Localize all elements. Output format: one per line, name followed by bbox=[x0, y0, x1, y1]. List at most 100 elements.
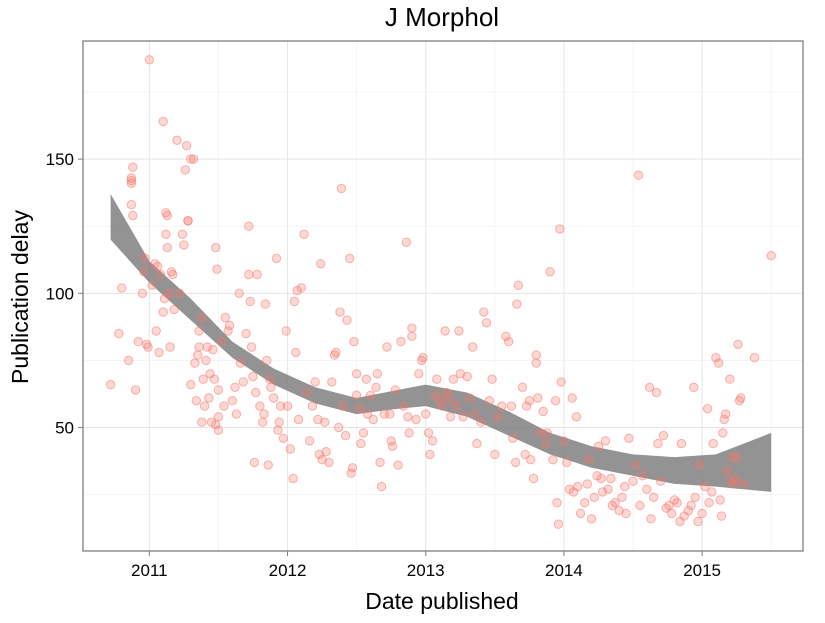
data-point bbox=[162, 243, 173, 253]
data-point bbox=[316, 259, 326, 269]
data-point bbox=[271, 253, 282, 264]
data-point bbox=[154, 347, 164, 358]
data-point bbox=[288, 473, 298, 484]
axes: 2011 2012 2013 2014 2015 50 100 150 bbox=[46, 150, 721, 580]
data-point bbox=[610, 498, 620, 508]
data-point bbox=[166, 267, 177, 277]
data-point bbox=[718, 428, 728, 438]
data-point bbox=[244, 269, 254, 280]
data-point bbox=[633, 170, 644, 180]
data-point bbox=[621, 508, 631, 519]
data-point bbox=[224, 320, 235, 331]
data-point bbox=[139, 267, 149, 277]
data-point bbox=[653, 438, 663, 449]
data-point bbox=[533, 393, 543, 403]
data-point bbox=[307, 401, 318, 411]
x-axis-title: Date published bbox=[365, 588, 518, 614]
data-point bbox=[644, 382, 655, 392]
data-point bbox=[230, 382, 240, 392]
data-point bbox=[607, 500, 617, 511]
data-point bbox=[349, 336, 359, 347]
data-point bbox=[600, 436, 611, 446]
data-point bbox=[201, 355, 211, 366]
data-point bbox=[231, 409, 242, 419]
data-point bbox=[338, 401, 348, 411]
data-point bbox=[646, 514, 656, 524]
data-point bbox=[403, 412, 413, 422]
data-point bbox=[658, 430, 669, 441]
data-point bbox=[620, 481, 630, 492]
data-point bbox=[555, 224, 565, 234]
data-point bbox=[427, 436, 438, 446]
data-point bbox=[285, 444, 295, 454]
data-point bbox=[479, 307, 489, 317]
data-point bbox=[407, 331, 417, 341]
data-point bbox=[548, 455, 558, 465]
data-point bbox=[358, 428, 369, 438]
data-point bbox=[191, 396, 202, 406]
data-point bbox=[476, 417, 486, 427]
data-point bbox=[385, 409, 395, 419]
data-point bbox=[469, 409, 479, 419]
data-point bbox=[603, 484, 613, 494]
data-point bbox=[454, 326, 464, 336]
data-point bbox=[252, 269, 262, 280]
data-point bbox=[683, 506, 693, 516]
data-point bbox=[235, 358, 246, 368]
data-point bbox=[552, 498, 562, 508]
data-point bbox=[141, 339, 152, 349]
data-point bbox=[361, 374, 371, 384]
data-point bbox=[161, 229, 171, 240]
data-point bbox=[434, 396, 445, 406]
data-point bbox=[282, 401, 293, 411]
points-layer bbox=[105, 55, 776, 529]
data-point bbox=[538, 406, 548, 417]
data-point bbox=[177, 229, 188, 240]
data-point bbox=[175, 288, 185, 298]
data-point bbox=[501, 331, 511, 341]
data-point bbox=[638, 471, 648, 481]
data-point bbox=[635, 500, 645, 511]
data-point bbox=[117, 283, 127, 293]
data-point bbox=[216, 336, 226, 347]
data-point bbox=[468, 342, 478, 352]
data-point bbox=[371, 382, 381, 392]
y-tick-label: 50 bbox=[55, 419, 74, 438]
data-point bbox=[220, 312, 231, 323]
data-point bbox=[738, 479, 749, 489]
data-point bbox=[715, 495, 725, 505]
data-point bbox=[161, 208, 171, 218]
data-point bbox=[624, 433, 634, 443]
data-point bbox=[628, 476, 638, 486]
data-point bbox=[181, 141, 192, 151]
data-point bbox=[291, 347, 301, 358]
data-point bbox=[199, 401, 210, 411]
data-point bbox=[197, 312, 207, 323]
data-point bbox=[208, 345, 218, 355]
data-point bbox=[211, 243, 221, 253]
data-point bbox=[614, 506, 624, 516]
data-point bbox=[266, 382, 276, 392]
data-point bbox=[481, 318, 492, 328]
data-point bbox=[158, 116, 168, 127]
data-point bbox=[133, 336, 144, 347]
data-point bbox=[365, 390, 376, 400]
data-point bbox=[327, 377, 337, 387]
data-point bbox=[556, 377, 566, 387]
data-point bbox=[281, 326, 291, 336]
data-point bbox=[186, 154, 196, 164]
data-point bbox=[128, 162, 138, 172]
data-point bbox=[368, 414, 378, 425]
data-point bbox=[150, 259, 160, 269]
data-point bbox=[693, 516, 703, 527]
data-point bbox=[513, 280, 523, 290]
data-point bbox=[694, 460, 705, 470]
data-point bbox=[582, 479, 593, 489]
data-point bbox=[573, 481, 583, 492]
data-point bbox=[278, 433, 289, 443]
data-point bbox=[248, 371, 258, 382]
smooth-band-layer bbox=[110, 194, 772, 492]
data-point bbox=[414, 369, 424, 379]
data-point bbox=[404, 428, 414, 438]
